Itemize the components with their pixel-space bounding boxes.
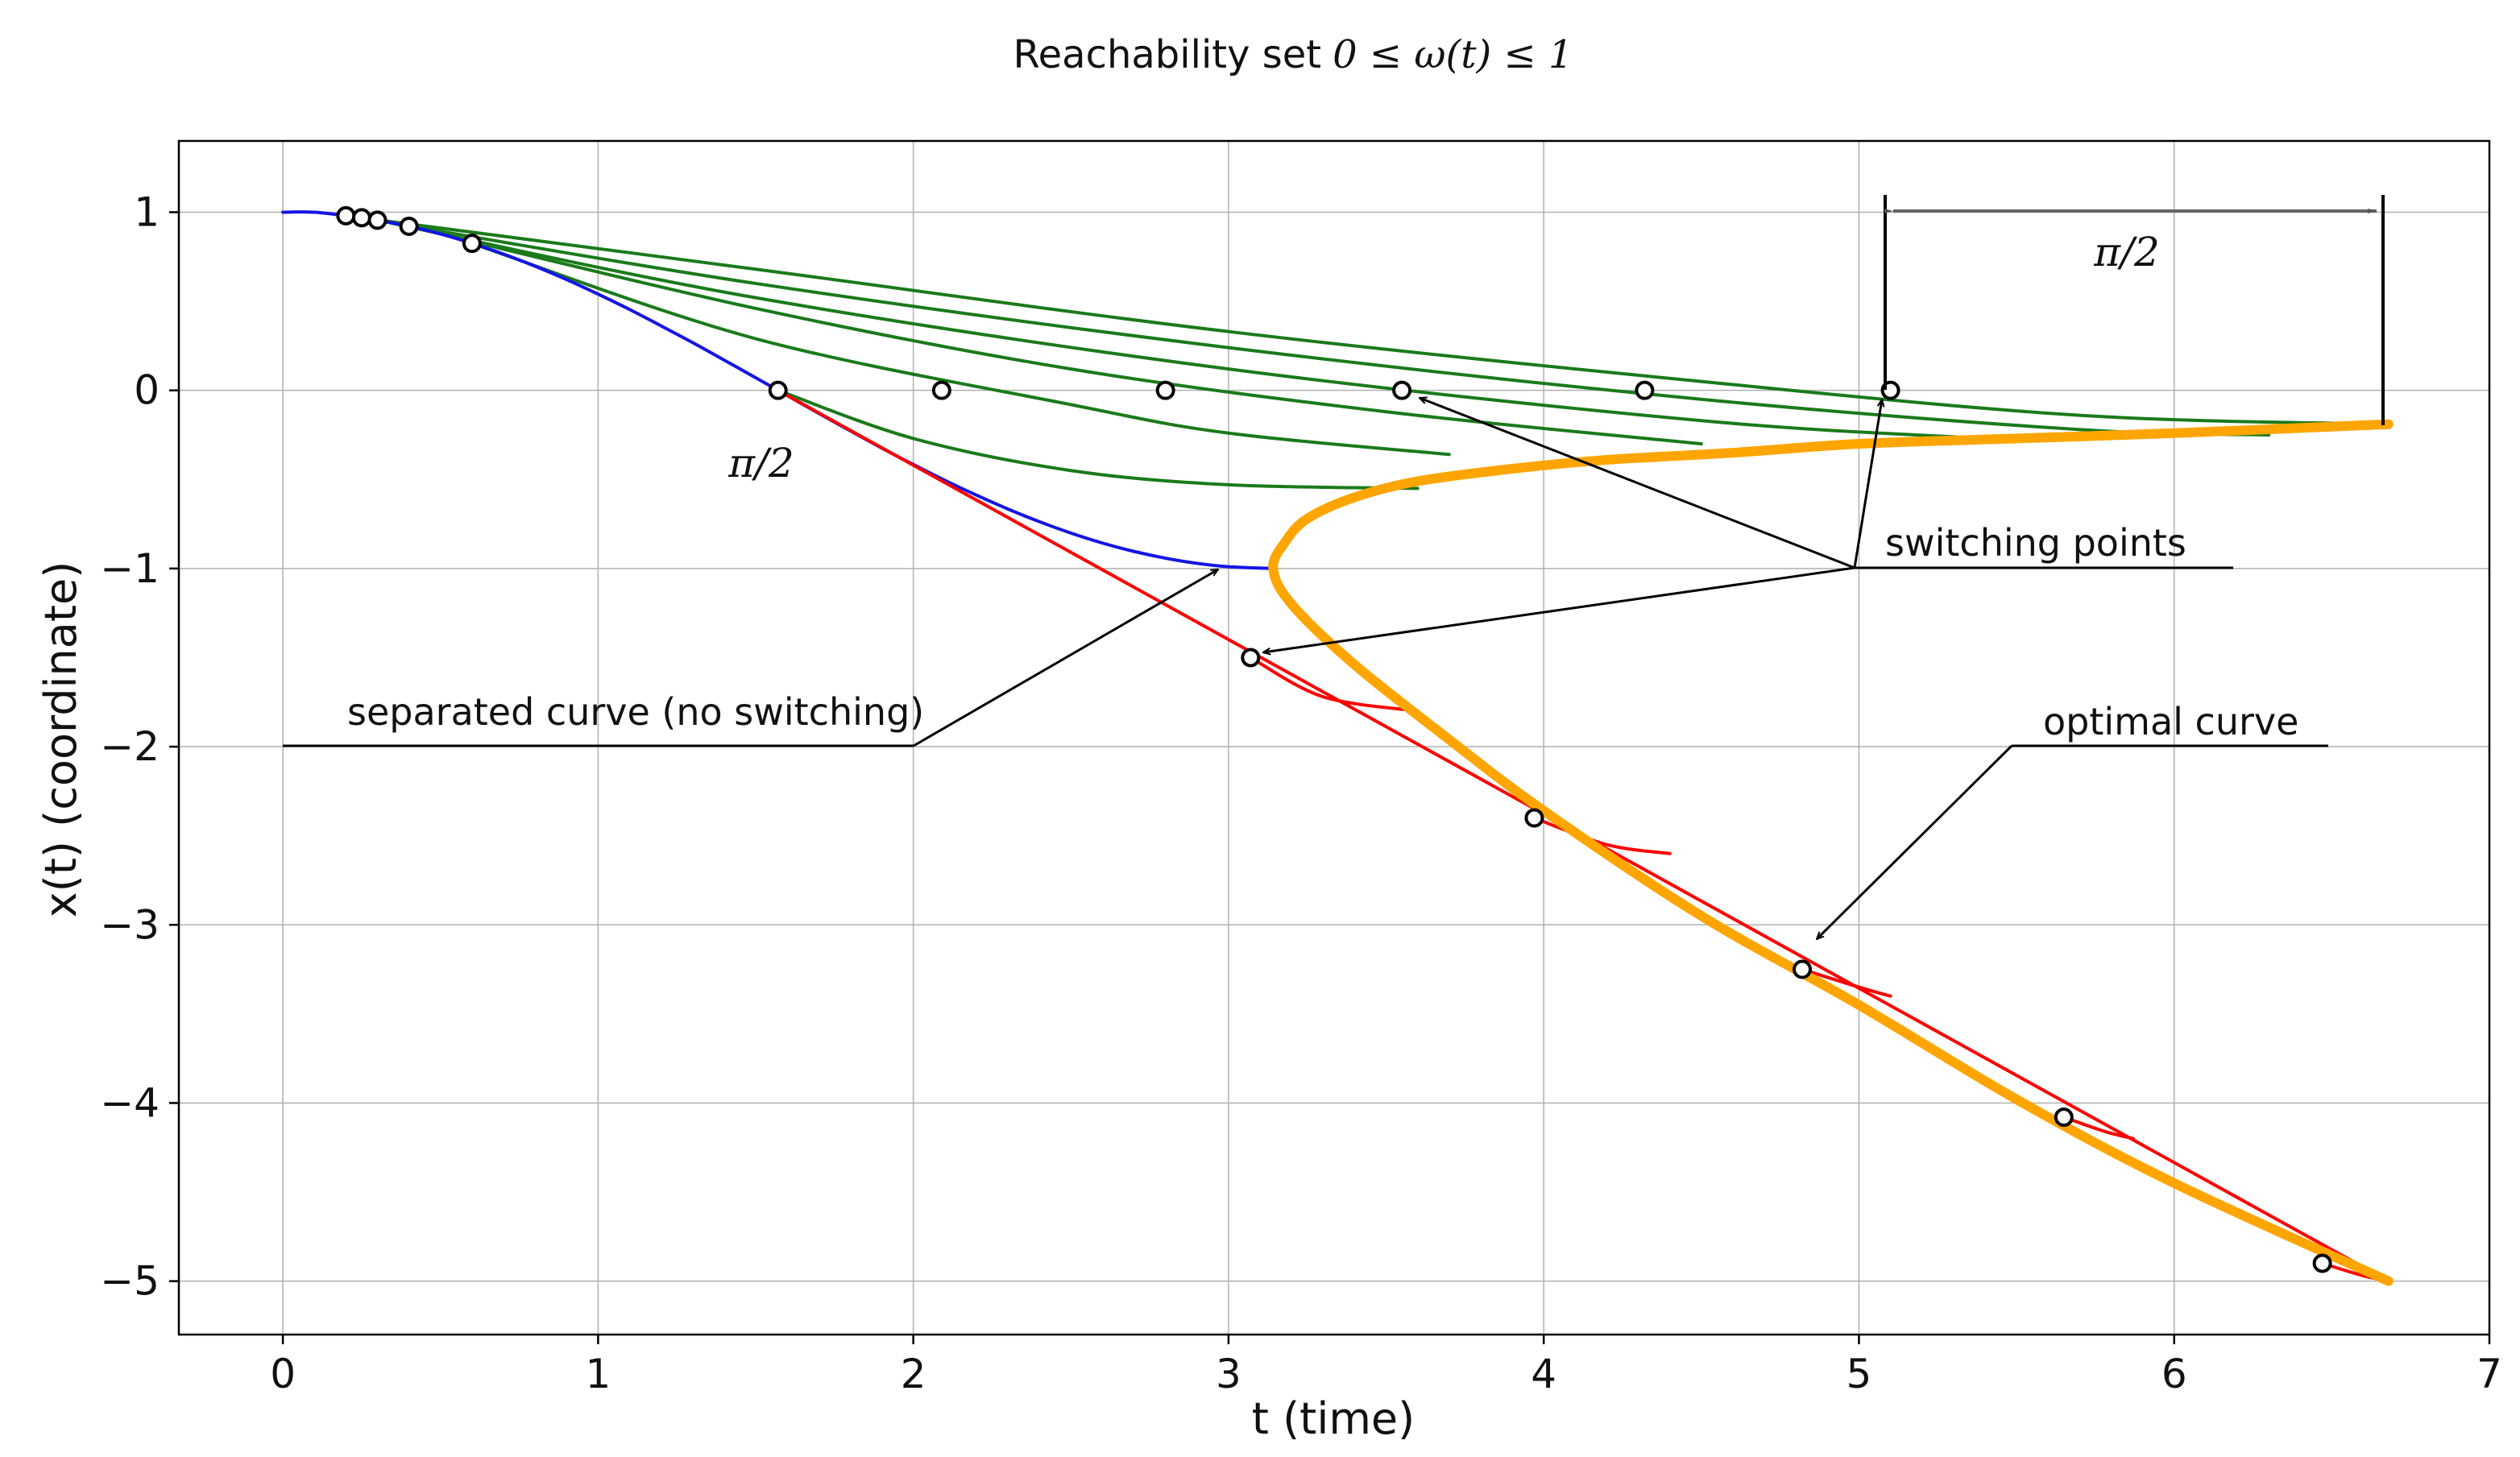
separated-label: separated curve (no switching) [347, 690, 924, 734]
switching-curve [407, 224, 1703, 446]
switching-point-marker [1241, 648, 1261, 668]
switching-point-marker [2312, 1253, 2332, 1273]
switching-label: switching points [1885, 521, 2186, 565]
pi-half-dimension-label: π/2 [2093, 229, 2160, 275]
separated-curve [281, 210, 1275, 570]
y-tick-label: −2 [100, 723, 160, 770]
x-tick-label: 3 [1216, 1351, 1241, 1397]
switching-point-marker [1793, 959, 1813, 979]
switching-curve [344, 213, 2390, 426]
y-tick-label: −5 [100, 1258, 160, 1305]
x-tick-label: 2 [901, 1351, 926, 1397]
switching-point-marker [336, 205, 356, 226]
separated-label-arrow [913, 568, 1218, 747]
lower-curve [1532, 816, 1672, 855]
x-tick-label: 1 [585, 1351, 611, 1397]
pi-half-left-label: π/2 [727, 440, 794, 486]
x-axis-ticks: 0 1 2 3 4 5 6 7 [270, 1335, 2502, 1397]
switching-arrow-2 [1853, 399, 1882, 569]
lower-curve [1249, 656, 1420, 713]
annotation-layer: separated curve (no switching) switching… [283, 195, 2385, 939]
x-tick-label: 0 [270, 1351, 296, 1397]
y-tick-label: −1 [100, 545, 160, 592]
chart-title: Reachability set 0 ≤ ω(t) ≤ 1 [1013, 32, 1573, 77]
switching-curve [470, 242, 1451, 457]
marker-layer [336, 205, 2332, 1273]
optimal-curve [1268, 419, 2394, 1286]
y-tick-label: 1 [134, 188, 160, 235]
switching-point-marker [1392, 380, 1412, 400]
switching-point-marker [462, 234, 482, 254]
lower-curve [1801, 967, 1892, 998]
switching-point-marker [1635, 380, 1655, 400]
x-tick-label: 4 [1531, 1351, 1556, 1397]
switching-point-marker [2054, 1107, 2074, 1128]
switching-arrow-1 [1420, 398, 1855, 569]
switching-curve [359, 216, 2271, 437]
y-tick-label: −4 [100, 1079, 160, 1126]
y-tick-label: 0 [134, 367, 160, 414]
y-axis-ticks: 1 0 −1 −2 −3 −4 −5 [100, 188, 179, 1305]
x-tick-label: 6 [2161, 1351, 2187, 1397]
y-tick-label: −3 [100, 901, 160, 948]
switching-curve [375, 218, 1987, 441]
x-axis-label: t (time) [1252, 1393, 1415, 1444]
optimal-label-arrow [1817, 744, 2013, 939]
lower-curve [2062, 1116, 2135, 1140]
switching-curve [776, 388, 1420, 490]
optimal-label: optimal curve [2043, 700, 2298, 743]
switching-point-marker [351, 208, 371, 228]
x-tick-label: 5 [1846, 1351, 1872, 1397]
switching-point-marker [1155, 380, 1175, 400]
x-tick-label: 7 [2476, 1351, 2502, 1397]
switching-point-marker [768, 380, 788, 400]
y-axis-label: x(t) (coordinate) [35, 561, 86, 918]
switching-point-marker [367, 210, 388, 230]
plot-frame [177, 139, 2491, 1336]
series-layer [281, 210, 2394, 1286]
switching-point-marker [1524, 808, 1544, 828]
switching-point-marker [931, 380, 951, 400]
switching-arrow-3 [1263, 566, 1855, 652]
switching-point-marker [399, 216, 419, 236]
